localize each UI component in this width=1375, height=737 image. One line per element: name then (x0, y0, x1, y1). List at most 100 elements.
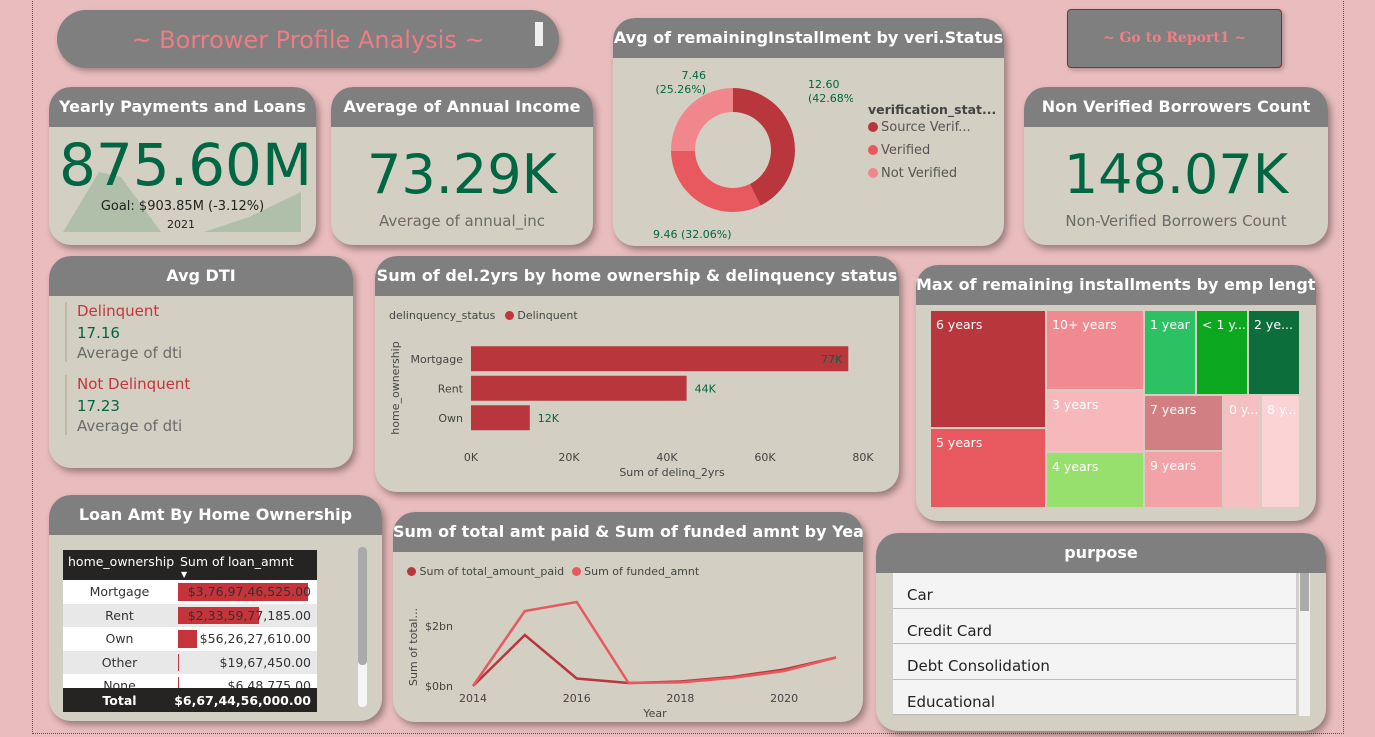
non-verified-value: 148.07K (1063, 143, 1289, 206)
line-legend-total-paid: Sum of total_amount_paid (419, 565, 565, 578)
bar-category-label: Rent (438, 382, 464, 395)
table-row[interactable]: Mortgage $3,76,97,46,525.00 (63, 580, 317, 604)
treemap-cell[interactable]: 9 years (1145, 452, 1222, 507)
cell-home-ownership: None (103, 678, 136, 688)
line-series[interactable] (471, 600, 837, 687)
emp-length-treemap: 6 years 5 years 10+ years 3 years 4 years 1 y… (930, 310, 1304, 508)
table-row[interactable]: Rent $2,33,59,77,185.00 (63, 603, 317, 628)
dti-delinquent-value: 17.16 (77, 324, 120, 342)
purpose-item[interactable]: Educational (893, 679, 1296, 715)
loan-table: home_ownership Sum of loan_amnt ▼ Mortga… (63, 550, 317, 712)
cell-loan-amount: $2,33,59,77,185.00 (176, 604, 317, 628)
cell-home-ownership: Rent (105, 607, 134, 623)
table-scroll-thumb[interactable] (358, 547, 367, 665)
legend-dot-icon (868, 122, 878, 132)
yearly-year: 2021 (167, 218, 195, 231)
cell-loan-amount: $56,26,27,610.00 (176, 627, 317, 651)
purpose-list: Car Credit Card Debt Consolidation Educatio… (892, 573, 1297, 716)
line-x-tick: 2020 (770, 692, 798, 705)
page-title: ~ Borrower Profile Analysis ~ (57, 10, 559, 68)
table-scrollbar[interactable] (358, 547, 367, 707)
delinquency-bar[interactable] (471, 375, 687, 401)
delinquent-dot-icon (504, 311, 514, 320)
header-sum-loan-amnt[interactable]: Sum of loan_amnt ▼ (180, 554, 294, 579)
donut-chart: 12.60(42.68%) 9.46 (32.06%) 7.46(25.26%) (653, 69, 853, 241)
annual-income-value: 73.29K (366, 143, 557, 206)
donut-legend-title: verification_stat... (868, 102, 997, 117)
delinquency-bar-chart: Mortgage 77K Rent 44K Own 12K 0K 20K 40K 60K 80K Su… (389, 341, 874, 479)
cell-loan-amount: $3,76,97,46,525.00 (176, 580, 317, 604)
delinquency-bar[interactable] (471, 346, 849, 372)
header-home-ownership[interactable]: home_ownership (68, 554, 175, 569)
line-series[interactable] (472, 633, 837, 687)
delinquency-legend-title: delinquency_status (389, 309, 496, 322)
treemap-cell[interactable]: 6 years (931, 311, 1045, 427)
go-to-report1-button[interactable]: ~ Go to Report1 ~ (1067, 9, 1282, 68)
donut-data-label: 7.46 (25.26%) (655, 69, 706, 96)
donut-slice[interactable] (671, 88, 733, 152)
purpose-item[interactable]: Car (893, 573, 1296, 609)
donut-slice[interactable] (671, 150, 761, 212)
treemap-cell[interactable]: 8 y... (1262, 396, 1299, 507)
line-y-tick: $0bn (425, 680, 453, 693)
report-frame (32, 0, 1344, 734)
sort-desc-icon: ▼ (181, 570, 188, 579)
purpose-item[interactable]: Credit Card (893, 608, 1296, 644)
donut-legend-item[interactable]: Not Verified (868, 166, 971, 181)
treemap-cell[interactable]: 4 years (1047, 453, 1143, 507)
bar-y-axis-label: home_ownership (389, 341, 402, 434)
dti-not-delinquent: Not Delinquent 17.23 Average of dti (65, 375, 190, 435)
line-legend: Sum of total_amount_paid Sum of funded_a… (407, 565, 699, 578)
cell-loan-amount: $6,48,775.00 (176, 674, 317, 688)
delinquency-bar-card: Sum of del.2yrs by home ownership & deli… (375, 256, 899, 492)
bar-x-tick: 0K (464, 451, 479, 464)
treemap-cell[interactable]: 1 year (1145, 311, 1195, 394)
purpose-item[interactable]: Debt Consolidation (893, 644, 1296, 680)
bar-category-label: Own (438, 412, 463, 425)
dti-delinquent-label: Average of dti (77, 344, 183, 362)
purpose-title: purpose (876, 533, 1326, 573)
cell-data-bar (178, 630, 198, 648)
avg-dti-title: Avg DTI (49, 256, 353, 296)
treemap-cell[interactable]: 5 years (931, 429, 1045, 507)
treemap-cell[interactable]: 3 years (1047, 391, 1143, 451)
delinquency-legend-item: Delinquent (517, 309, 578, 322)
annual-income-title: Average of Annual Income (331, 87, 593, 127)
purpose-scrollbar[interactable] (1299, 573, 1310, 716)
loan-table-card: Loan Amt By Home Ownership home_ownershi… (49, 495, 382, 721)
annual-income-card: Average of Annual Income 73.29K Average … (331, 87, 593, 245)
non-verified-card: Non Verified Borrowers Count 148.07K Non… (1024, 87, 1328, 245)
loan-table-total: Total $6,67,44,56,000.00 (63, 688, 317, 712)
cell-data-bar (178, 583, 308, 601)
bar-category-label: Mortgage (410, 353, 463, 366)
line-chart-title: Sum of total amt paid & Sum of funded am… (393, 512, 863, 552)
treemap-cell[interactable]: 7 years (1145, 396, 1222, 450)
bar-x-tick: 20K (558, 451, 580, 464)
line-y-tick: $2bn (425, 620, 453, 633)
cell-home-ownership: Own (105, 631, 134, 647)
cell-data-bar (178, 606, 259, 624)
treemap-cell[interactable]: < 1 y... (1197, 311, 1247, 394)
treemap-card: Max of remaining installments by emp len… (916, 265, 1316, 521)
purpose-scroll-thumb[interactable] (1300, 573, 1309, 611)
bar-x-tick: 60K (754, 451, 776, 464)
table-row[interactable]: Other $19,67,450.00 (63, 650, 317, 674)
total-value: $6,67,44,56,000.00 (174, 692, 311, 708)
avg-dti-card: Avg DTI Delinquent 17.16 Average of dti … (49, 256, 353, 468)
delinquency-bar[interactable] (471, 405, 530, 431)
donut-legend-item[interactable]: Verified (868, 143, 971, 158)
treemap-cell[interactable]: 0 y... (1224, 396, 1260, 507)
treemap-cell[interactable]: 2 ye... (1249, 311, 1299, 394)
yearly-trend-area (63, 172, 301, 232)
treemap-cell[interactable]: 10+ years (1047, 311, 1143, 389)
table-row[interactable]: None $6,48,775.00 (63, 674, 317, 688)
delinquency-bar-title: Sum of del.2yrs by home ownership & deli… (375, 256, 899, 296)
dti-delinquent-name: Delinquent (77, 302, 160, 320)
donut-legend-item[interactable]: Source Verif... (868, 120, 971, 135)
loan-table-title: Loan Amt By Home Ownership (49, 495, 382, 535)
verification-donut-card: Avg of remainingInstallment by veri.Stat… (613, 18, 1004, 246)
table-row[interactable]: Own $56,26,27,610.00 (63, 627, 317, 651)
donut-legend-label: Not Verified (881, 166, 958, 181)
line-y-axis-label: Sum of total... (407, 608, 420, 686)
donut-slice[interactable] (733, 88, 795, 206)
